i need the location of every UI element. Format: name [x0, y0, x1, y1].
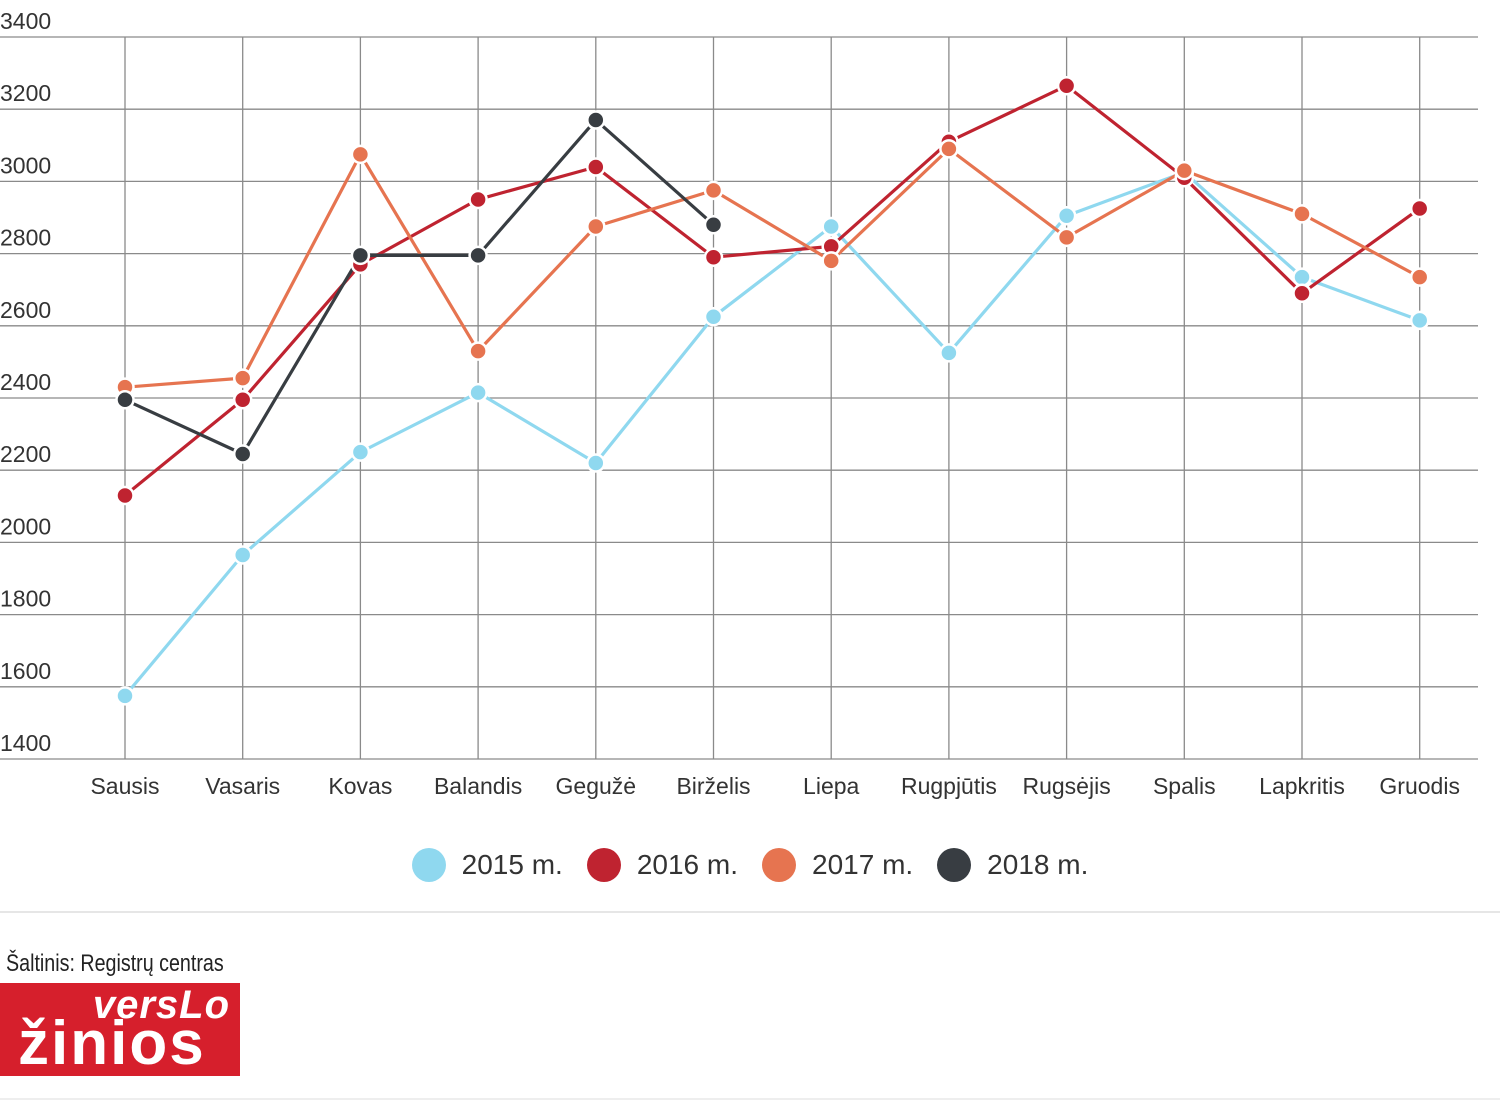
legend-label: 2018 m.: [987, 849, 1089, 880]
data-point: [1409, 310, 1430, 331]
y-tick-label: 2200: [0, 441, 51, 467]
y-axis-labels: 1400 1600 1800 2000 2200 2400 2600 2800 3000 3200…: [0, 8, 51, 756]
data-point: [586, 110, 606, 130]
x-tick-label: Liepa: [803, 773, 859, 799]
x-axis-labels: Sausis Vasaris Kovas Balandis Gegužė Birželis…: [90, 773, 1459, 799]
data-point: [232, 545, 253, 565]
data-point: [821, 251, 841, 271]
legend-swatch: [762, 848, 796, 882]
data-point: [1056, 75, 1077, 96]
data-point: [468, 189, 488, 210]
data-point: [1056, 205, 1077, 226]
legend-swatch: [586, 848, 621, 882]
legend-swatch: [937, 848, 972, 882]
y-tick-label: 2800: [0, 225, 51, 251]
y-tick-label: 1800: [0, 586, 51, 612]
legend-item: 2016 m.: [586, 848, 738, 882]
bottom-divider: [0, 1098, 1500, 1100]
data-point: [232, 444, 253, 464]
legend: 2015 m. 2016 m. 2017 m. 2018 m.: [0, 848, 1500, 882]
data-point: [468, 245, 488, 266]
data-point: [703, 247, 724, 267]
data-point: [703, 180, 724, 201]
data-point: [232, 390, 253, 410]
data-point: [703, 307, 724, 327]
y-tick-label: 2600: [0, 297, 51, 323]
data-point: [468, 341, 488, 361]
x-tick-label: Rugsėjis: [1022, 773, 1110, 799]
y-tick-label: 3200: [0, 80, 51, 106]
series-lines: [123, 84, 1421, 697]
divider: [0, 911, 1500, 913]
y-tick-label: 2400: [0, 369, 51, 395]
x-tick-label: Spalis: [1153, 773, 1216, 799]
legend-label: 2016 m.: [636, 849, 738, 880]
x-tick-label: Sausis: [90, 773, 159, 799]
data-point: [350, 245, 371, 266]
line-chart: 1400 1600 1800 2000 2200 2400 2600 2800 3000 3200…: [0, 8, 1478, 799]
data-point: [939, 343, 959, 363]
chart-grid: [0, 36, 1478, 760]
data-point: [115, 390, 135, 410]
x-tick-label: Balandis: [434, 773, 522, 799]
x-tick-label: Birželis: [676, 773, 750, 799]
data-point: [1409, 198, 1430, 219]
data-point: [586, 453, 606, 473]
y-tick-label: 3000: [0, 152, 51, 178]
data-point: [1056, 227, 1077, 248]
logo-text-bottom: žinios: [18, 1009, 206, 1076]
data-point: [1292, 283, 1312, 304]
x-tick-label: Vasaris: [205, 773, 280, 799]
y-tick-label: 1600: [0, 658, 51, 684]
legend-item: 2017 m.: [762, 848, 913, 882]
source-note: Šaltinis: Registrų centras: [6, 950, 224, 977]
x-tick-label: Kovas: [328, 773, 392, 799]
legend-swatch: [411, 848, 446, 882]
x-tick-label: Gruodis: [1379, 773, 1460, 799]
y-tick-label: 1400: [0, 730, 51, 756]
data-point: [703, 214, 724, 235]
data-point: [115, 485, 135, 506]
data-point: [586, 157, 606, 177]
data-point: [468, 382, 488, 403]
series-line-1: [123, 170, 1421, 697]
series-line-4: [124, 118, 715, 456]
y-tick-label: 3400: [0, 8, 51, 34]
x-tick-label: Gegužė: [556, 773, 637, 799]
series-points: [115, 75, 1430, 706]
data-point: [1292, 267, 1312, 287]
data-point: [350, 144, 371, 165]
y-tick-label: 2000: [0, 513, 51, 539]
data-point: [115, 686, 135, 706]
legend-label: 2015 m.: [461, 849, 563, 880]
series-line-3: [124, 147, 1421, 389]
data-point: [586, 216, 606, 237]
data-point: [1292, 204, 1312, 224]
legend-label: 2017 m.: [812, 849, 914, 880]
data-point: [1174, 160, 1195, 181]
data-point: [350, 442, 371, 462]
series-line-2: [123, 84, 1421, 497]
legend-item: 2015 m.: [411, 848, 563, 882]
x-tick-label: Rugpjūtis: [901, 773, 997, 799]
data-point: [821, 216, 841, 237]
versloziniu-logo: versLo žinios: [0, 983, 240, 1076]
legend-item: 2018 m.: [937, 848, 1088, 882]
data-point: [232, 368, 253, 388]
data-point: [1409, 267, 1430, 287]
x-tick-label: Lapkritis: [1259, 773, 1345, 799]
logo-text-top: versLo: [92, 983, 230, 1027]
data-point: [939, 139, 959, 159]
